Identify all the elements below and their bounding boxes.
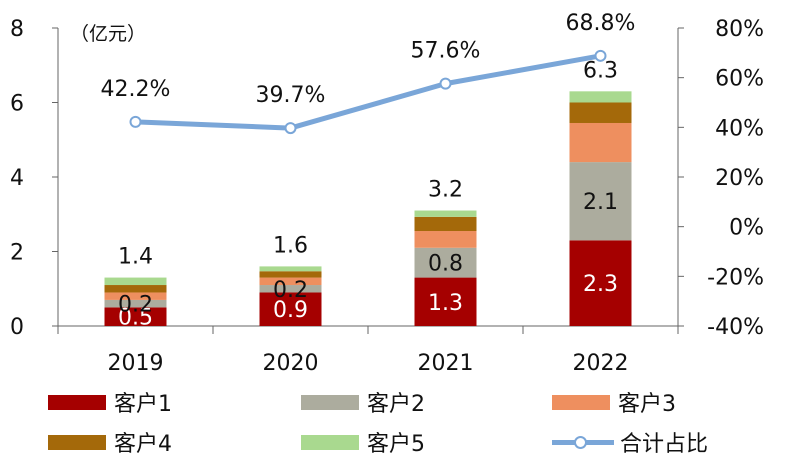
ratio-data-label: 68.8% <box>566 11 636 36</box>
bar-客户3-2019 <box>104 292 167 300</box>
bar-客户2-2020 <box>259 285 322 293</box>
bar-客户5-2021 <box>414 210 477 217</box>
bar-客户1-2021 <box>414 277 477 326</box>
bar-客户1-2022 <box>569 240 632 326</box>
ratio-point <box>439 77 452 90</box>
y-right-tick-label: -40% <box>707 315 764 340</box>
y-right-tick-label: 20% <box>715 166 764 191</box>
bar-客户2-2022 <box>569 162 632 241</box>
bar-客户1-2019 <box>104 307 167 326</box>
bar-客户5-2019 <box>104 277 167 286</box>
bar-客户3-2022 <box>569 122 632 163</box>
y-left-tick-label: 8 <box>10 17 24 42</box>
y-left-tick-label: 6 <box>10 92 24 117</box>
bar-客户3-2021 <box>414 231 477 248</box>
ratio-line <box>129 49 607 135</box>
bar-data-label: 0.5 <box>118 306 153 331</box>
bar-data-label: 2.1 <box>583 190 618 215</box>
y-right-tick-label: 0% <box>729 216 764 241</box>
ratio-line-path <box>135 53 601 131</box>
bar-total-label: 6.3 <box>583 58 618 83</box>
bar-data-label: 0.9 <box>273 298 308 323</box>
axes: 0 2 4 6 8 -40% -20% 0% 20% 40% 60% 80% 2019 2020 2021 2… <box>10 17 764 376</box>
bar-data-label: 0.8 <box>428 252 463 277</box>
y-right-tick-label: -20% <box>707 265 764 290</box>
y-right-tick-label: 40% <box>715 116 764 141</box>
ratio-point <box>129 115 142 128</box>
bar-客户4-2022 <box>569 102 632 123</box>
y-right-tick-label: 60% <box>715 67 764 92</box>
y-left-tick-label: 0 <box>10 315 24 340</box>
bar-data-label: 0.2 <box>273 278 308 303</box>
ratio-data-label: 42.2% <box>101 77 171 102</box>
bar-data-label: 0.2 <box>118 293 153 318</box>
bar-total-label: 3.2 <box>428 178 463 203</box>
bars <box>104 91 632 326</box>
bar-客户3-2020 <box>259 277 322 286</box>
y-left-tick-label: 4 <box>10 166 24 191</box>
bar-total-label: 1.6 <box>273 233 308 258</box>
bar-客户4-2021 <box>414 216 477 232</box>
bar-data-label: 1.3 <box>428 291 463 316</box>
x-tick-label: 2022 <box>573 351 629 376</box>
ratio-point <box>594 49 607 62</box>
ratio-point <box>284 122 297 135</box>
y-left-tick-label: 2 <box>10 241 24 266</box>
bar-客户4-2020 <box>259 271 322 278</box>
labels: 0.50.21.40.90.21.61.30.83.22.32.16.342.2… <box>101 11 636 331</box>
x-tick-label: 2020 <box>263 351 319 376</box>
bar-客户5-2022 <box>569 91 632 103</box>
bar-客户2-2019 <box>104 299 167 308</box>
bar-data-label: 2.3 <box>583 272 618 297</box>
ratio-data-label: 39.7% <box>256 83 326 108</box>
x-tick-label: 2019 <box>108 351 164 376</box>
x-tick-label: 2021 <box>418 351 474 376</box>
bar-客户2-2021 <box>414 247 477 278</box>
bar-客户4-2019 <box>104 285 167 293</box>
ratio-data-label: 57.6% <box>411 39 481 64</box>
bar-客户5-2020 <box>259 266 322 272</box>
y-left-unit-label: （亿元） <box>70 23 146 45</box>
bar-total-label: 1.4 <box>118 245 153 270</box>
bar-客户1-2020 <box>259 292 322 326</box>
y-right-tick-label: 80% <box>715 17 764 42</box>
